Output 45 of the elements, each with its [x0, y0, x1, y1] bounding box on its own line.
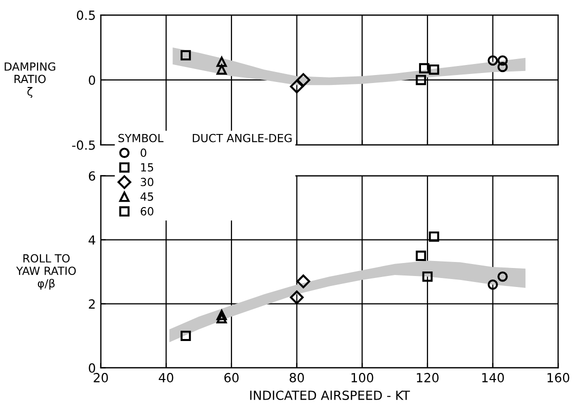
x-tick-label: 80: [290, 372, 304, 382]
point: [428, 64, 440, 75]
legend-title: SYMBOL DUCT ANGLE-DEG: [118, 134, 292, 142]
legend-label: 30: [140, 178, 154, 186]
y-axis-title: DAMPING RATIO ζ: [4, 62, 56, 98]
point: [488, 279, 498, 290]
point: [488, 55, 498, 66]
y-axis-title: ROLL TO YAW RATIO φ/β: [16, 254, 76, 290]
point: [216, 310, 227, 320]
point: [180, 330, 191, 341]
y-tick-label: 4: [88, 235, 96, 245]
x-tick-label: 120: [416, 372, 439, 382]
x-tick-label: 60: [224, 372, 239, 382]
point: [497, 62, 508, 72]
x-axis-title: INDICATED AIRSPEED - KT: [250, 390, 410, 400]
point: [216, 56, 227, 67]
point: [419, 63, 430, 74]
point: [497, 55, 508, 66]
point: [296, 73, 310, 87]
legend-label: 60: [140, 207, 154, 216]
point: [216, 64, 227, 75]
y-tick-label: 6: [88, 171, 96, 181]
point: [428, 231, 440, 242]
x-tick-label: 100: [352, 372, 374, 382]
y-tick-label: 2: [88, 299, 95, 309]
point: [296, 274, 310, 288]
y-tick-label: 0: [88, 75, 96, 85]
legend-label: 15: [141, 163, 154, 172]
x-tick-label: 160: [548, 372, 570, 382]
point: [422, 271, 433, 282]
legend-label: 45: [140, 192, 154, 201]
x-tick-label: 40: [158, 372, 174, 382]
point: [416, 74, 426, 86]
legend-label: 0: [140, 148, 146, 157]
point: [290, 80, 304, 94]
x-tick-label: 140: [482, 372, 504, 382]
point: [497, 271, 508, 282]
x-tick-label: 20: [94, 372, 108, 382]
point: [290, 290, 304, 304]
point: [416, 250, 426, 261]
point: [216, 313, 227, 324]
y-tick-label: 0.5: [76, 10, 95, 20]
point: [180, 50, 191, 60]
y-tick-label: 0: [88, 363, 96, 373]
y-tick-label: -0.5: [72, 140, 95, 150]
